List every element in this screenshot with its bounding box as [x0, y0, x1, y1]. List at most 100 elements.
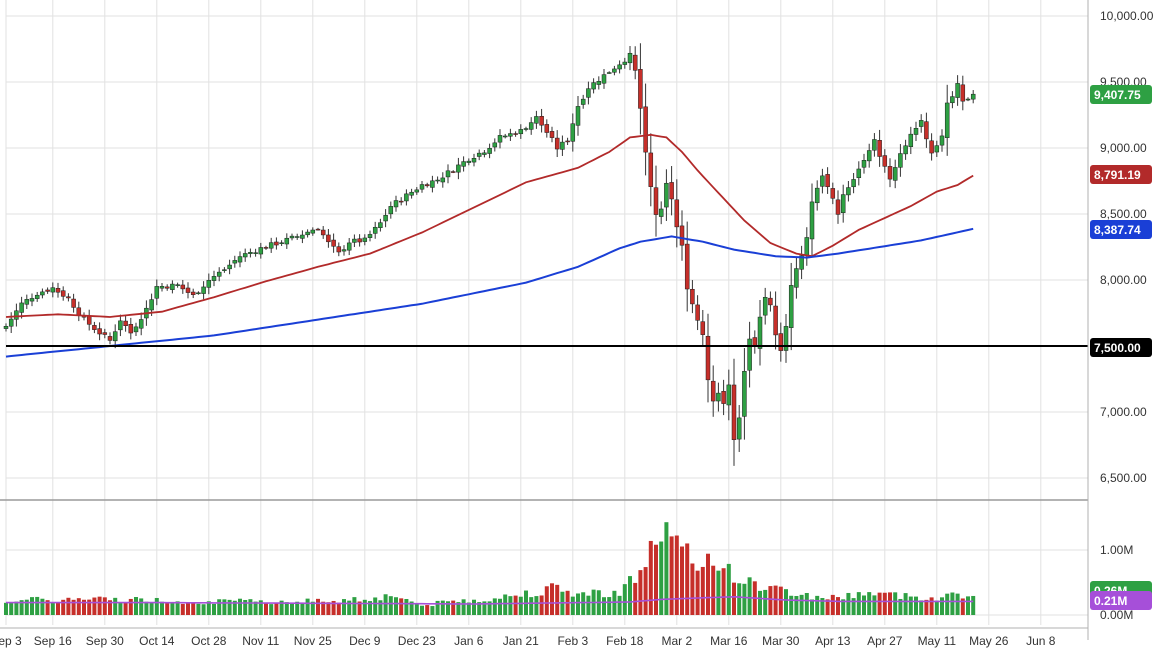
volume-bar — [160, 601, 164, 615]
volume-bar — [279, 600, 284, 615]
time-tick-label: Nov 11 — [242, 634, 279, 648]
volume-bar — [321, 601, 326, 615]
candle-body — [3, 326, 9, 329]
volume-bar — [924, 599, 929, 615]
volume-bar — [763, 589, 768, 615]
price-tag: 8,387.74 — [1094, 223, 1141, 237]
candle-body — [960, 84, 966, 102]
volume-bar — [466, 602, 471, 615]
candle-body — [175, 284, 180, 286]
volume-bar — [960, 598, 965, 615]
candle-body — [456, 164, 461, 173]
volume-bar — [222, 599, 227, 615]
candle-body — [903, 145, 908, 155]
candle-body — [913, 128, 919, 135]
candle-body — [674, 199, 680, 228]
candle-body — [591, 82, 596, 90]
volume-bar — [357, 601, 362, 615]
time-tick-label: Oct 28 — [191, 634, 227, 648]
candle-body — [918, 120, 924, 127]
candle-body — [102, 332, 108, 335]
candle-body — [679, 225, 685, 246]
candle-body — [414, 189, 420, 193]
candle-body — [305, 231, 310, 236]
volume-bar — [175, 601, 180, 615]
volume-bar — [581, 592, 586, 615]
volume-bar — [123, 602, 128, 615]
candle-body — [19, 302, 24, 313]
volume-tick-label: 0.00M — [1100, 608, 1133, 622]
volume-bar — [4, 602, 8, 615]
candle-body — [180, 284, 186, 290]
candle-body — [528, 122, 534, 130]
volume-bar — [518, 596, 523, 615]
volume-bar — [19, 600, 24, 615]
candle-body — [658, 208, 664, 217]
volume-bar — [950, 592, 955, 615]
candle-body — [846, 187, 851, 196]
volume-bar — [872, 595, 877, 615]
candle-body — [258, 247, 264, 255]
candle-body — [534, 116, 539, 124]
volume-bar — [648, 540, 653, 615]
volume-bar — [971, 595, 976, 615]
volume-bar — [742, 583, 747, 615]
volume-bar — [326, 602, 331, 615]
candle-body — [461, 161, 466, 167]
volume-bar — [903, 593, 908, 615]
volume-bar — [747, 577, 752, 615]
volume-bar — [227, 599, 232, 615]
volume-bar — [706, 553, 710, 615]
candle-body — [690, 288, 695, 305]
volume-bar — [274, 602, 279, 615]
candle-body — [154, 286, 160, 299]
volume-bar — [269, 604, 274, 615]
time-tick-label: Apr 27 — [867, 634, 903, 648]
volume-bar — [732, 582, 736, 615]
candle-body — [622, 61, 628, 65]
candle-body — [835, 199, 841, 215]
volume-bar — [789, 595, 794, 615]
candle-body — [856, 168, 862, 178]
volume-bar — [316, 598, 320, 615]
volume-bar — [180, 603, 185, 615]
candle-body — [726, 384, 732, 406]
time-tick-label: Sep 3 — [0, 634, 22, 648]
candle-body — [315, 228, 321, 231]
volume-bar — [794, 595, 799, 615]
volume-bar — [71, 599, 76, 615]
candle-body — [653, 187, 659, 215]
candle-body — [133, 326, 139, 333]
volume-bar — [201, 604, 206, 615]
time-tick-label: May 26 — [969, 634, 1009, 648]
volume-bar — [737, 583, 742, 615]
volume-bar — [331, 600, 336, 615]
candle-body — [409, 191, 414, 196]
candle-body — [705, 335, 711, 381]
volume-bar — [820, 598, 825, 615]
volume-bar — [940, 597, 944, 615]
candle-body — [554, 137, 560, 150]
candle-body — [487, 148, 492, 154]
time-tick-label: May 11 — [918, 634, 957, 648]
volume-bar — [825, 599, 830, 615]
candle-body — [892, 167, 898, 181]
candle-body — [497, 135, 503, 143]
volume-bar — [664, 522, 669, 615]
candle-body — [24, 299, 30, 305]
price-tick-label: 7,000.00 — [1100, 405, 1147, 419]
volume-bar — [118, 602, 123, 615]
volume-bar — [144, 601, 149, 615]
candle-body — [367, 234, 373, 238]
candle-body — [887, 166, 893, 180]
candle-body — [565, 140, 570, 143]
volume-bar — [544, 586, 549, 615]
candle-body — [560, 141, 565, 150]
volume-bar — [851, 598, 856, 615]
volume-bar — [295, 601, 300, 615]
volume-bar — [440, 600, 445, 615]
time-tick-label: Oct 14 — [139, 634, 175, 648]
volume-bar — [9, 603, 14, 615]
volume-bar — [420, 605, 424, 615]
